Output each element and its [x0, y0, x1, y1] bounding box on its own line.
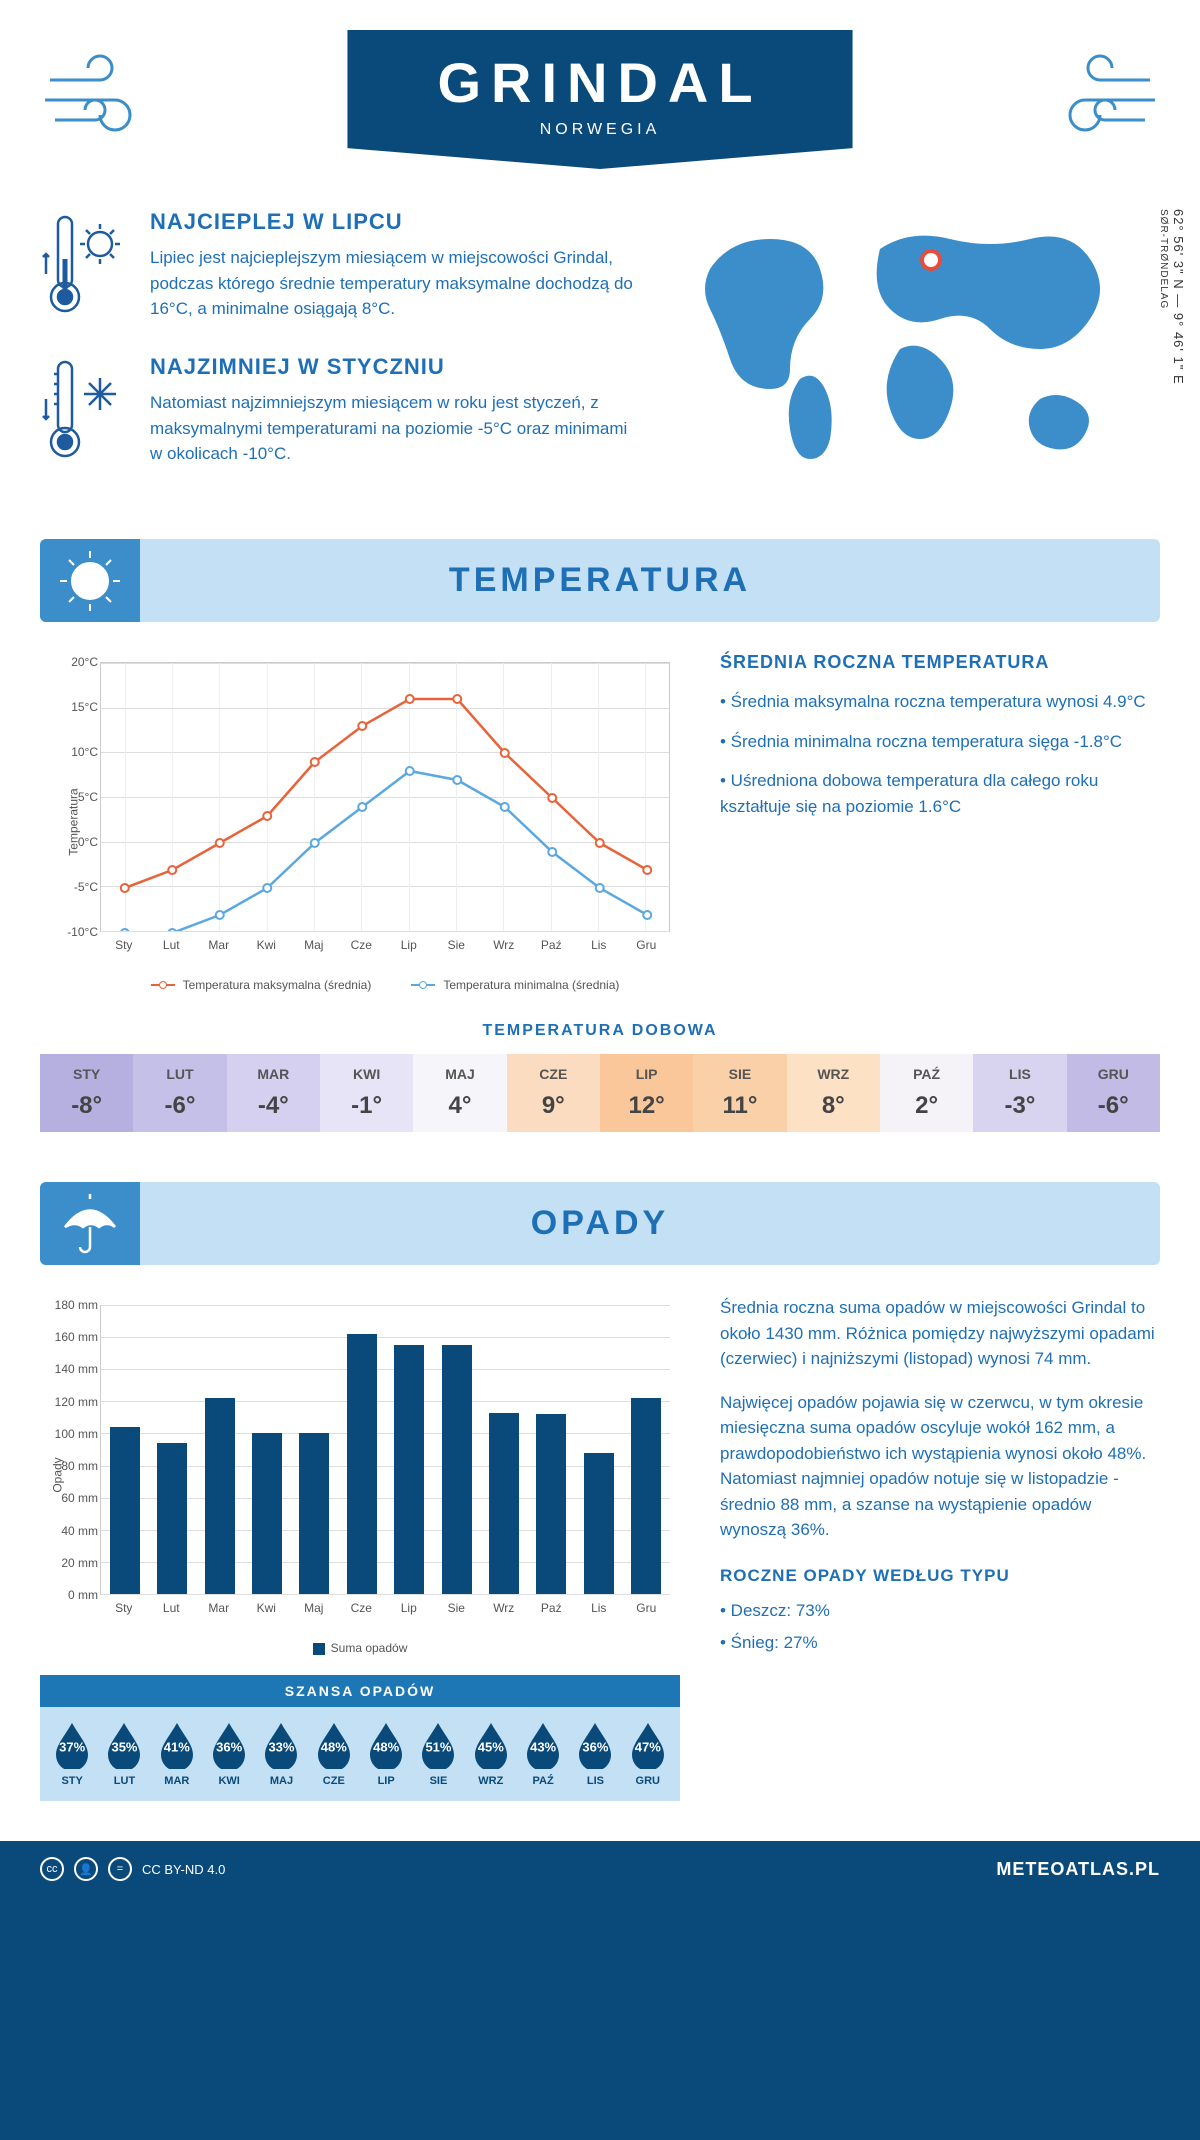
daily-cell: GRU-6°: [1067, 1054, 1160, 1132]
umbrella-icon: [40, 1182, 140, 1265]
city-title: GRINDAL: [437, 50, 762, 115]
wind-icon-right: [1040, 50, 1160, 145]
warmest-title: NAJCIEPLEJ W LIPCU: [150, 209, 640, 235]
chance-cell: 48%CZE: [308, 1721, 360, 1787]
wind-icon-left: [40, 50, 160, 145]
precip-type-title: ROCZNE OPADY WEDŁUG TYPU: [720, 1563, 1160, 1589]
precipitation-summary: Średnia roczna suma opadów w miejscowośc…: [720, 1295, 1160, 1801]
chance-cell: 33%MAJ: [255, 1721, 307, 1787]
precipitation-title: OPADY: [40, 1204, 1160, 1243]
daily-temp-title: TEMPERATURA DOBOWA: [40, 1022, 1160, 1040]
coordinates-label: 62° 56' 3" N — 9° 46' 1" E SØR-TRØNDELAG: [1156, 209, 1186, 385]
coldest-text: Natomiast najzimniejszym miesiącem w rok…: [150, 390, 640, 467]
coldest-block: NAJZIMNIEJ W STYCZNIU Natomiast najzimni…: [40, 354, 640, 469]
precip-text-2: Najwięcej opadów pojawia się w czerwcu, …: [720, 1390, 1160, 1543]
warmest-block: NAJCIEPLEJ W LIPCU Lipiec jest najcieple…: [40, 209, 640, 324]
annual-temp-title: ŚREDNIA ROCZNA TEMPERATURA: [720, 652, 1160, 673]
daily-cell: MAJ4°: [413, 1054, 506, 1132]
coldest-title: NAJZIMNIEJ W STYCZNIU: [150, 354, 640, 380]
precip-text-1: Średnia roczna suma opadów w miejscowośc…: [720, 1295, 1160, 1372]
chance-cell: 35%LUT: [98, 1721, 150, 1787]
nd-icon: =: [108, 1857, 132, 1881]
chance-cell: 36%LIS: [569, 1721, 621, 1787]
daily-cell: WRZ8°: [787, 1054, 880, 1132]
temperature-line-chart: Temperatura Temperatura maksymalna (śred…: [40, 652, 680, 992]
cc-icon: cc: [40, 1857, 64, 1881]
daily-cell: LUT-6°: [133, 1054, 226, 1132]
chance-cell: 48%LIP: [360, 1721, 412, 1787]
chance-cell: 47%GRU: [622, 1721, 674, 1787]
daily-cell: LIS-3°: [973, 1054, 1066, 1132]
chance-cell: 36%KWI: [203, 1721, 255, 1787]
chance-title: SZANSA OPADÓW: [40, 1675, 680, 1707]
chance-cell: 43%PAŹ: [517, 1721, 569, 1787]
location-marker: [920, 249, 942, 271]
by-icon: 👤: [74, 1857, 98, 1881]
page-header: GRINDAL NORWEGIA: [40, 30, 1160, 169]
chance-cell: 45%WRZ: [465, 1721, 517, 1787]
sun-icon: [40, 539, 140, 622]
license-text: CC BY-ND 4.0: [142, 1862, 225, 1877]
daily-cell: CZE9°: [507, 1054, 600, 1132]
precipitation-bar-chart: Opady Suma opadów 0 mm20 mm40 mm60 mm80 …: [40, 1295, 680, 1655]
chance-cell: 41%MAR: [151, 1721, 203, 1787]
temperature-title: TEMPERATURA: [40, 561, 1160, 600]
page-footer: cc 👤 = CC BY-ND 4.0 METEOATLAS.PL: [0, 1841, 1200, 1897]
thermometer-hot-icon: [40, 209, 130, 324]
title-banner: GRINDAL NORWEGIA: [347, 30, 852, 169]
thermometer-cold-icon: [40, 354, 130, 469]
warmest-text: Lipiec jest najcieplejszym miesiącem w m…: [150, 245, 640, 322]
intro-row: NAJCIEPLEJ W LIPCU Lipiec jest najcieple…: [40, 209, 1160, 499]
daily-cell: SIE11°: [693, 1054, 786, 1132]
daily-cell: PAŹ2°: [880, 1054, 973, 1132]
chance-cell: 51%SIE: [412, 1721, 464, 1787]
site-name: METEOATLAS.PL: [996, 1859, 1160, 1880]
daily-cell: STY-8°: [40, 1054, 133, 1132]
chance-cell: 37%STY: [46, 1721, 98, 1787]
precipitation-section-header: OPADY: [40, 1182, 1160, 1265]
daily-cell: LIP12°: [600, 1054, 693, 1132]
daily-cell: KWI-1°: [320, 1054, 413, 1132]
precipitation-chance-box: SZANSA OPADÓW 37%STY35%LUT41%MAR36%KWI33…: [40, 1675, 680, 1801]
country-subtitle: NORWEGIA: [437, 121, 762, 139]
daily-cell: MAR-4°: [227, 1054, 320, 1132]
world-map: 62° 56' 3" N — 9° 46' 1" E SØR-TRØNDELAG: [680, 209, 1160, 499]
temperature-summary: ŚREDNIA ROCZNA TEMPERATURA • Średnia mak…: [720, 652, 1160, 992]
temperature-section-header: TEMPERATURA: [40, 539, 1160, 622]
daily-temp-table: STY-8°LUT-6°MAR-4°KWI-1°MAJ4°CZE9°LIP12°…: [40, 1054, 1160, 1132]
